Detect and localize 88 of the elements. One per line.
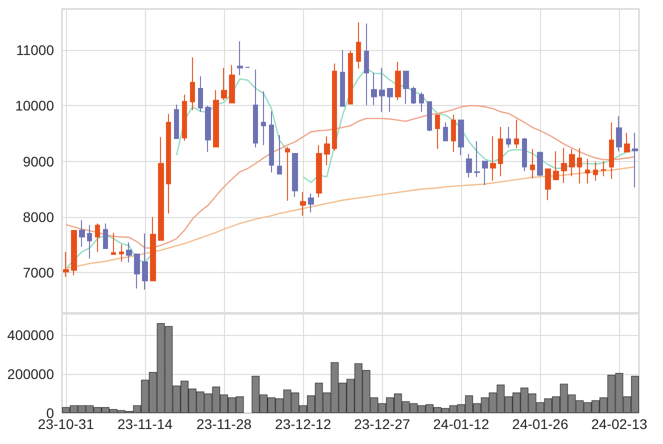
- candlestick: [601, 160, 606, 177]
- y-tick-label: 10000: [15, 98, 54, 114]
- line-series: [65, 105, 636, 249]
- candlestick: [103, 223, 108, 250]
- candlestick: [474, 140, 480, 178]
- candlestick: [277, 134, 282, 175]
- candlestick: [174, 104, 179, 139]
- candlestick: [419, 92, 424, 112]
- candlestick: [213, 90, 219, 148]
- candlestick: [87, 224, 92, 260]
- candlestick: [427, 101, 432, 132]
- y-tick-label: 200000: [7, 366, 54, 382]
- candlestick: [624, 132, 630, 152]
- candlestick: [198, 76, 203, 112]
- candlestick: [545, 168, 551, 201]
- candlestick: [119, 244, 124, 262]
- y-tick-label: 400000: [7, 326, 54, 343]
- candlestick: [95, 223, 100, 252]
- x-tick-label: 24-01-26: [512, 416, 568, 432]
- candlestick: [443, 122, 448, 142]
- candlestick: [356, 22, 361, 69]
- candlestick: [79, 220, 85, 248]
- candlestick: [308, 193, 314, 213]
- candlestick: [553, 150, 559, 180]
- candlestick: [134, 254, 140, 290]
- x-tick-label: 24-01-12: [433, 416, 490, 432]
- candlestick: [292, 152, 298, 198]
- candlestick: [182, 94, 187, 142]
- candlestick: [364, 22, 369, 106]
- candlestick: [395, 61, 401, 101]
- candlestick: [490, 136, 496, 182]
- candlestick: [111, 232, 116, 255]
- candlestick: [348, 50, 353, 105]
- x-tick-label: 23-12-27: [354, 416, 410, 432]
- candlestick: [371, 72, 377, 106]
- candlestick: [269, 110, 274, 173]
- candlestick: [142, 233, 148, 290]
- candlestick: [324, 136, 330, 166]
- candlestick: [166, 114, 171, 214]
- candlestick: [205, 105, 211, 152]
- candlestick: [340, 50, 345, 107]
- y-tick-label: 8000: [22, 208, 54, 225]
- candlestick: [530, 148, 535, 180]
- candlestick: [285, 146, 290, 202]
- candlestick: [71, 230, 77, 276]
- candlestick: [458, 120, 464, 156]
- candlestick: [632, 132, 638, 188]
- candlestick: [63, 251, 69, 278]
- x-tick-label: 24-02-13: [591, 416, 648, 432]
- x-tick-label: 23-11-28: [196, 416, 252, 432]
- candlestick: [411, 86, 416, 105]
- candlestick: [190, 56, 195, 111]
- line-series: [65, 166, 636, 269]
- candlestick: [466, 154, 472, 178]
- candlestick: [261, 90, 266, 146]
- candlestick: [514, 119, 519, 148]
- candlestick: [221, 67, 227, 101]
- candlestick: [616, 116, 622, 152]
- candlestick: [332, 62, 337, 152]
- candlestick: [316, 144, 322, 198]
- candlestick: [126, 242, 132, 263]
- candlestick: [537, 152, 543, 177]
- y-tick-label: 7000: [22, 264, 54, 280]
- candlestick: [593, 161, 598, 182]
- x-tick-label: 23-11-14: [117, 416, 173, 432]
- candlestick: [379, 67, 385, 112]
- candlestick: [253, 69, 258, 148]
- candlestick: [569, 148, 575, 177]
- candlestick: [498, 126, 503, 177]
- candlestick: [300, 191, 306, 216]
- candlestick: [150, 216, 156, 282]
- candlestick: [561, 147, 567, 184]
- candlestick: [237, 40, 243, 76]
- candlestick: [158, 136, 164, 241]
- candlestick: [585, 158, 590, 184]
- candlestick: [387, 88, 393, 112]
- candlestick: [435, 114, 440, 150]
- candlestick: [506, 126, 511, 148]
- y-tick-label: 9000: [22, 153, 54, 170]
- y-tick-label: 11000: [16, 42, 54, 58]
- candlestick: [609, 122, 614, 180]
- candlestick: [522, 137, 527, 172]
- candlestick: [451, 114, 456, 152]
- candlestick: [403, 70, 409, 105]
- candlestick: [577, 147, 582, 184]
- candlestick: [229, 64, 235, 104]
- x-tick-label: 23-12-12: [275, 416, 332, 432]
- candlestick: [482, 160, 488, 186]
